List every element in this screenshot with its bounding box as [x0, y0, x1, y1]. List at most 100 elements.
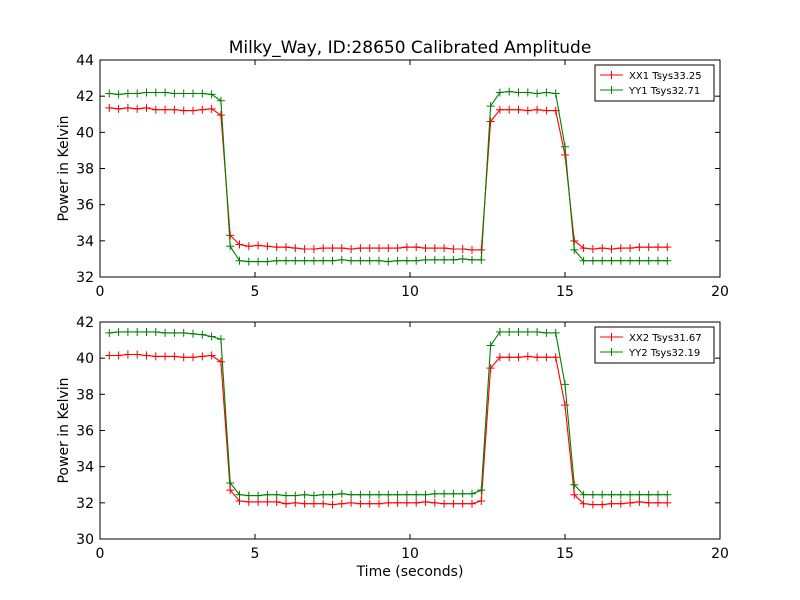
data-point: [133, 350, 142, 359]
data-point: [142, 88, 151, 97]
data-point: [468, 499, 476, 508]
data-point: [151, 88, 160, 97]
data-point: [244, 491, 253, 500]
data-point: [384, 244, 393, 253]
data-point: [198, 105, 207, 114]
data-point: [328, 244, 337, 253]
y-tick-label: 36: [76, 198, 94, 214]
data-point: [542, 328, 551, 337]
y-tick-label: 38: [76, 162, 94, 178]
y-tick-label: 42: [76, 315, 94, 331]
data-point: [514, 88, 523, 97]
legend-box: [594, 64, 715, 102]
data-point: [291, 491, 300, 500]
data-point: [542, 353, 551, 362]
data-point: [244, 242, 253, 251]
data-point: [365, 490, 374, 499]
data-point: [207, 90, 216, 99]
data-point: [114, 104, 123, 113]
data-point: [347, 256, 356, 265]
data-point: [337, 255, 346, 264]
data-point: [412, 490, 421, 499]
legend-swatch-marker: [607, 333, 616, 341]
data-point: [375, 256, 383, 265]
data-point: [254, 491, 263, 500]
data-point: [533, 89, 542, 98]
series-xx2: [105, 350, 672, 509]
data-point: [440, 255, 449, 264]
data-point: [663, 256, 672, 265]
data-point: [170, 328, 179, 337]
data-point: [216, 96, 225, 105]
data-point: [477, 255, 486, 264]
data-point: [607, 499, 616, 508]
data-point: [161, 105, 170, 114]
data-point: [347, 244, 356, 253]
y-axis-label: Power in Kelvin: [56, 115, 72, 221]
data-point: [244, 257, 253, 266]
data-point: [254, 241, 263, 250]
x-tick-label: 20: [711, 284, 729, 300]
data-point: [514, 327, 523, 336]
data-point: [291, 256, 300, 265]
data-point: [384, 257, 393, 266]
data-point: [486, 364, 495, 373]
data-point: [486, 341, 495, 350]
data-point: [607, 256, 616, 265]
data-point: [319, 244, 328, 253]
data-point: [356, 256, 365, 265]
data-point: [189, 353, 197, 362]
series-xx1: [105, 103, 672, 254]
data-point: [216, 357, 225, 366]
data-point: [654, 490, 662, 499]
data-point: [300, 256, 309, 265]
data-point: [412, 243, 421, 252]
data-point: [616, 244, 625, 253]
data-point: [626, 490, 635, 499]
y-tick-label: 40: [76, 351, 94, 367]
data-point: [309, 244, 318, 253]
data-point: [551, 328, 560, 337]
data-point: [654, 256, 662, 265]
data-point: [198, 89, 207, 98]
data-point: [644, 498, 653, 507]
data-point: [105, 351, 114, 360]
data-point: [579, 244, 588, 253]
data-point: [495, 88, 504, 97]
data-point: [421, 490, 430, 499]
data-point: [226, 242, 235, 251]
data-point: [458, 489, 467, 498]
data-point: [282, 256, 290, 265]
data-point: [319, 499, 328, 508]
data-point: [365, 244, 374, 253]
data-point: [393, 498, 402, 507]
y-tick-label: 34: [76, 460, 94, 476]
data-point: [588, 500, 597, 509]
data-point: [505, 327, 514, 336]
x-axis-label: Time (seconds): [356, 564, 464, 580]
data-point: [337, 244, 346, 253]
legend-entry: XX1 Tsys33.25: [629, 71, 702, 82]
y-tick-label: 40: [76, 125, 94, 141]
data-point: [272, 497, 281, 506]
data-point: [375, 490, 383, 499]
data-point: [486, 102, 495, 111]
data-point: [402, 498, 411, 507]
data-point: [505, 353, 514, 362]
data-point: [402, 243, 411, 252]
data-point: [309, 491, 318, 500]
data-point: [170, 352, 179, 361]
legend-box: [594, 326, 715, 364]
data-point: [272, 243, 281, 252]
data-point: [570, 480, 579, 489]
data-point: [523, 327, 532, 336]
data-point: [179, 106, 188, 115]
x-tick-label: 5: [251, 284, 260, 300]
x-tick-label: 20: [711, 546, 729, 562]
data-point: [216, 111, 225, 120]
data-point: [654, 498, 662, 507]
data-point: [561, 401, 569, 410]
data-point: [635, 490, 644, 499]
data-point: [635, 256, 644, 265]
data-point: [393, 244, 402, 253]
